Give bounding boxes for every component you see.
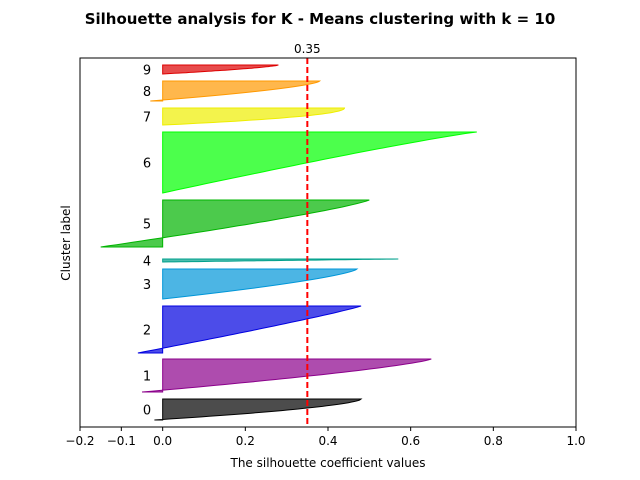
x-axis-label: The silhouette coefficient values bbox=[230, 456, 426, 470]
cluster-label-3: 3 bbox=[143, 278, 151, 293]
cluster-label-6: 6 bbox=[143, 157, 151, 172]
cluster-label-2: 2 bbox=[143, 324, 151, 339]
x-tick-label: 0.6 bbox=[401, 434, 420, 448]
cluster-label-8: 8 bbox=[143, 85, 151, 100]
x-tick-label: 0.0 bbox=[153, 434, 172, 448]
cluster-label-5: 5 bbox=[143, 218, 151, 233]
cluster-label-4: 4 bbox=[143, 255, 151, 270]
average-silhouette-label: 0.35 bbox=[294, 42, 321, 56]
cluster-1-silhouette bbox=[141, 358, 432, 393]
cluster-label-1: 1 bbox=[143, 370, 151, 385]
x-tick-label: 0.2 bbox=[236, 434, 255, 448]
cluster-2-silhouette bbox=[137, 305, 362, 354]
cluster-0-silhouette bbox=[154, 398, 363, 421]
x-tick-label: 0.4 bbox=[318, 434, 337, 448]
cluster-4-silhouette bbox=[162, 258, 399, 263]
cluster-label-9: 9 bbox=[143, 64, 151, 79]
cluster-9-silhouette bbox=[162, 64, 279, 75]
cluster-label-0: 0 bbox=[143, 404, 151, 419]
cluster-6-silhouette bbox=[162, 131, 477, 194]
cluster-7-silhouette bbox=[162, 107, 346, 126]
y-axis-label: Cluster label bbox=[59, 205, 73, 280]
x-tick-label: −0.1 bbox=[107, 434, 136, 448]
x-tick-label: 1.0 bbox=[566, 434, 585, 448]
cluster-5-silhouette bbox=[100, 199, 370, 248]
x-tick-label: 0.8 bbox=[484, 434, 503, 448]
cluster-8-silhouette bbox=[150, 80, 322, 102]
cluster-label-7: 7 bbox=[143, 111, 151, 126]
cluster-3-silhouette bbox=[162, 268, 359, 300]
chart-title: Silhouette analysis for K - Means cluste… bbox=[85, 10, 556, 28]
x-tick-label: −0.2 bbox=[65, 434, 94, 448]
x-axis-ticks: −0.2 −0.1 0.0 0.2 0.4 0.6 0.8 1.0 bbox=[65, 427, 586, 448]
cluster-labels: 0 1 2 3 4 5 6 7 8 9 bbox=[143, 64, 151, 419]
silhouette-bars bbox=[100, 64, 477, 421]
